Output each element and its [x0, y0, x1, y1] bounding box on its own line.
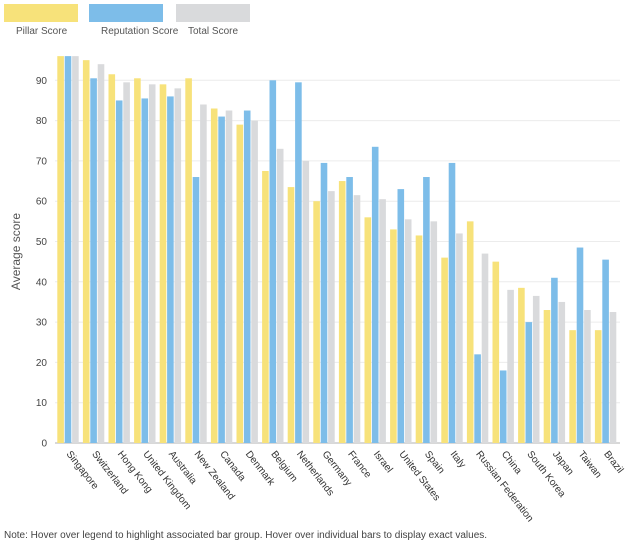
bar-total-score [456, 233, 463, 443]
bar-reputation-score [115, 100, 123, 443]
y-tick-label: 60 [36, 197, 48, 208]
bar-pillar-score [108, 74, 116, 443]
bar-reputation-score [64, 56, 72, 444]
bar-total-score [148, 84, 156, 443]
bar-pillar-score [262, 170, 269, 443]
bar-total-score [507, 289, 514, 443]
x-tick-label: Israel [371, 449, 395, 475]
bar-pillar-score [569, 330, 576, 443]
bar-reputation-score [448, 162, 456, 444]
legend-label-reputation-score[interactable]: Reputation Score [101, 26, 179, 37]
y-axis-label: Average score [9, 213, 23, 290]
bar-reputation-score [346, 177, 353, 443]
bar-reputation-score [576, 247, 584, 443]
bar-total-score [481, 253, 489, 443]
bar-total-score [584, 310, 591, 443]
bar-total-score [174, 88, 182, 444]
y-tick-label: 40 [36, 277, 48, 288]
bar-total-score [558, 301, 566, 443]
bar-reputation-score [602, 259, 609, 443]
bar-reputation-score [423, 177, 430, 443]
bar-reputation-score [320, 162, 328, 444]
bar-reputation-score [474, 354, 481, 443]
bar-pillar-score [364, 217, 372, 443]
bar-total-score [430, 221, 438, 443]
y-tick-label: 0 [41, 439, 47, 450]
bar-total-score [200, 104, 207, 443]
bar-total-score [532, 295, 540, 443]
y-tick-label: 70 [36, 156, 48, 167]
bar-pillar-score [543, 310, 551, 443]
bar-pillar-score [134, 78, 141, 443]
bar-reputation-score [551, 277, 558, 443]
bar-pillar-score [466, 221, 474, 443]
bar-pillar-score [159, 84, 167, 443]
bar-reputation-score [167, 96, 174, 444]
bar-reputation-score [269, 80, 277, 444]
bar-pillar-score [313, 201, 320, 443]
x-tick-label: China [499, 449, 524, 477]
legend-swatch-total-score[interactable] [176, 4, 250, 22]
y-tick-label: 30 [36, 318, 48, 329]
bar-reputation-score [499, 370, 507, 443]
y-tick-label: 50 [36, 237, 48, 248]
bar-reputation-score [295, 82, 302, 443]
bar-total-score [353, 195, 361, 443]
bar-total-score [609, 312, 617, 443]
legend-label-pillar-score[interactable]: Pillar Score [16, 26, 68, 37]
bar-reputation-score [397, 189, 405, 443]
bar-pillar-score [415, 235, 423, 443]
bar-total-score [302, 160, 310, 443]
bar-reputation-score [192, 177, 200, 443]
bar-pillar-score [492, 261, 500, 443]
legend-swatch-reputation-score[interactable] [89, 4, 163, 22]
bar-total-score [379, 199, 386, 443]
bar-total-score [328, 191, 335, 443]
y-tick-label: 20 [36, 358, 48, 369]
legend-label-total-score[interactable]: Total Score [188, 26, 239, 37]
bar-pillar-score [236, 124, 244, 443]
bar-reputation-score [525, 322, 533, 443]
bar-pillar-score [338, 181, 346, 444]
x-tick-label: Italy [448, 449, 468, 470]
legend-swatch-pillar-score[interactable] [4, 4, 78, 22]
bar-pillar-score [210, 108, 218, 443]
bar-pillar-score [594, 330, 602, 443]
bar-total-score [225, 110, 233, 444]
bar-reputation-score [243, 110, 251, 444]
bar-pillar-score [57, 56, 64, 444]
bar-total-score [97, 64, 105, 444]
bar-pillar-score [518, 287, 525, 443]
x-tick-label: Japan [550, 449, 575, 477]
bar-pillar-score [82, 60, 90, 444]
bar-pillar-score [441, 257, 448, 443]
x-tick-label: Taiwan [576, 449, 604, 480]
bar-reputation-score [141, 98, 149, 443]
bar-total-score [404, 219, 412, 443]
chart-note: Note: Hover over legend to highlight ass… [4, 530, 488, 541]
x-tick-label: Brazil [601, 449, 625, 475]
bar-total-score [72, 56, 79, 444]
bar-total-score [123, 82, 130, 443]
y-tick-label: 10 [36, 398, 48, 409]
y-tick-label: 90 [36, 76, 48, 87]
bar-reputation-score [371, 146, 379, 444]
bar-total-score [276, 148, 284, 443]
y-tick-label: 80 [36, 116, 48, 127]
bar-pillar-score [287, 187, 295, 443]
bar-reputation-score [218, 116, 225, 443]
bar-reputation-score [90, 78, 97, 443]
bar-pillar-score [185, 78, 192, 443]
x-tick-label: Spain [422, 449, 446, 476]
bar-total-score [251, 120, 258, 443]
bar-pillar-score [390, 229, 397, 443]
